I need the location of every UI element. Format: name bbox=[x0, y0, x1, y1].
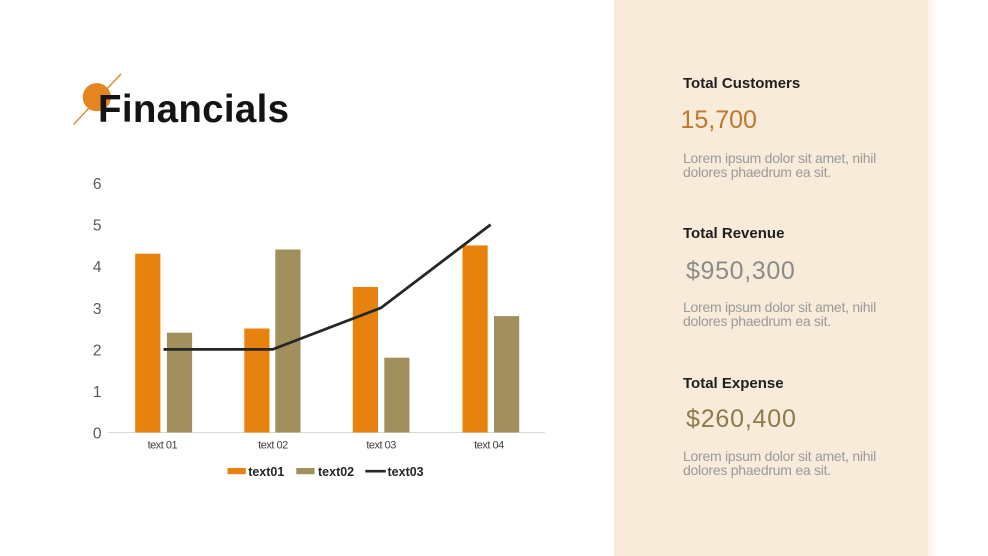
svg-text:text02: text02 bbox=[318, 465, 354, 479]
svg-text:text03: text03 bbox=[388, 465, 424, 479]
svg-text:text 03: text 03 bbox=[366, 439, 396, 451]
svg-text:6: 6 bbox=[93, 176, 102, 193]
svg-text:text01: text01 bbox=[248, 465, 284, 479]
svg-text:0: 0 bbox=[93, 426, 102, 443]
svg-text:5: 5 bbox=[93, 218, 102, 235]
svg-text:text 04: text 04 bbox=[474, 439, 504, 451]
svg-text:4: 4 bbox=[93, 259, 102, 276]
svg-text:3: 3 bbox=[93, 301, 102, 318]
svg-text:text 02: text 02 bbox=[258, 439, 288, 451]
svg-text:text 01: text 01 bbox=[148, 439, 178, 451]
svg-text:2: 2 bbox=[93, 342, 102, 359]
svg-text:1: 1 bbox=[93, 384, 102, 401]
